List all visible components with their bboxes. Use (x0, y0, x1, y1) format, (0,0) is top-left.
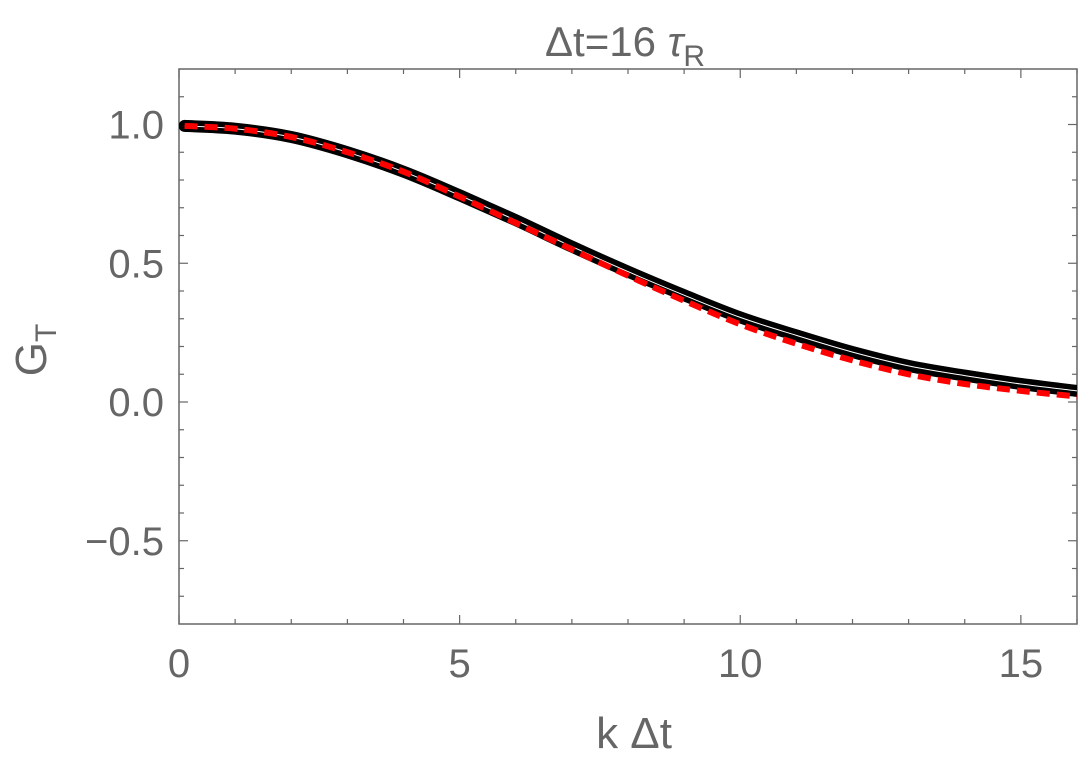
series-layer (179, 119, 1077, 400)
y-axis-ticks: −0.5 0.0 0.5 1.0 (85, 96, 1077, 597)
chart-title-subscript: R (683, 40, 705, 73)
svg-text:GT: GT (7, 324, 63, 377)
x-axis-label: k Δt (596, 709, 672, 758)
y-axis-label-main: G (7, 342, 56, 376)
x-tick-label: 10 (718, 642, 763, 686)
series-line-fit (184, 122, 1077, 400)
series-line-main-highlight (184, 125, 1077, 392)
chart-title-symbol: τ (668, 18, 686, 65)
plot-frame (178, 68, 1078, 625)
y-tick-label: 1.0 (108, 104, 164, 148)
y-axis-label: GT (7, 324, 63, 377)
svg-text:Δt=16 τR: Δt=16 τR (545, 18, 705, 73)
x-tick-label: 5 (449, 642, 471, 686)
x-tick-label: 0 (168, 642, 190, 686)
series-line-main (179, 119, 1077, 397)
y-tick-label: 0.0 (108, 381, 164, 425)
y-tick-label: 0.5 (108, 242, 164, 286)
x-tick-label: 15 (999, 642, 1044, 686)
y-axis-label-subscript: T (30, 324, 63, 342)
chart-title: Δt=16 τR (545, 18, 705, 73)
x-axis-ticks: 0 5 10 15 (168, 69, 1078, 686)
y-tick-label: −0.5 (85, 520, 164, 564)
chart-title-main: Δt=16 (545, 18, 668, 65)
